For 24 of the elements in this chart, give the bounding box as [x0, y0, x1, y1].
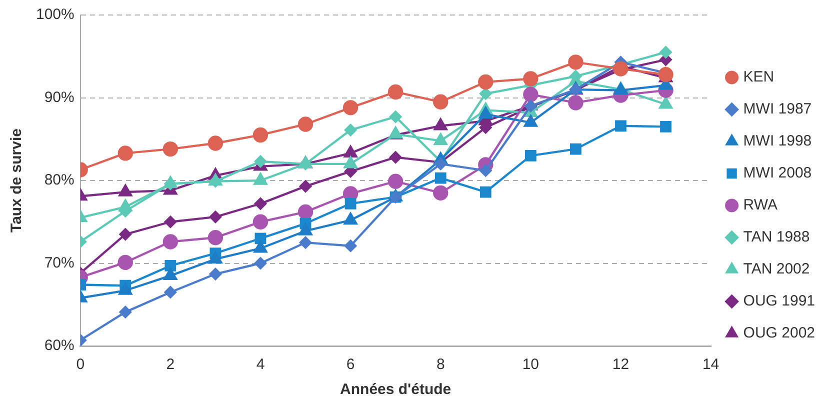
y-tick-label: 100% [36, 6, 74, 24]
legend-label: RWA [743, 196, 778, 214]
x-tick-label: 14 [702, 356, 720, 374]
x-axis-title: Années d'étude [340, 381, 452, 398]
legend-label: OUG 2002 [743, 324, 816, 342]
y-tick-label: 90% [44, 88, 74, 106]
y-axis-title: Taux de survie [8, 128, 26, 232]
x-tick-label: 6 [346, 356, 355, 374]
legend-label: KEN [743, 68, 774, 86]
y-tick-label: 80% [44, 172, 74, 189]
x-tick-label: 10 [522, 356, 540, 374]
y-tick-label: 60% [44, 337, 74, 354]
legend-label: OUG 1991 [743, 292, 816, 310]
legend-label: MWI 2008 [743, 164, 812, 182]
x-tick-label: 4 [256, 356, 265, 374]
legend-label: TAN 2002 [743, 260, 810, 278]
y-tick-label: 70% [44, 254, 74, 272]
x-tick-label: 2 [166, 356, 175, 374]
legend-label: MWI 1998 [743, 132, 812, 150]
legend-label: TAN 1988 [743, 228, 810, 246]
x-tick-label: 12 [612, 356, 630, 374]
legend-label: MWI 1987 [743, 100, 812, 118]
x-tick-label: 0 [76, 356, 85, 374]
x-tick-label: 8 [436, 356, 445, 374]
